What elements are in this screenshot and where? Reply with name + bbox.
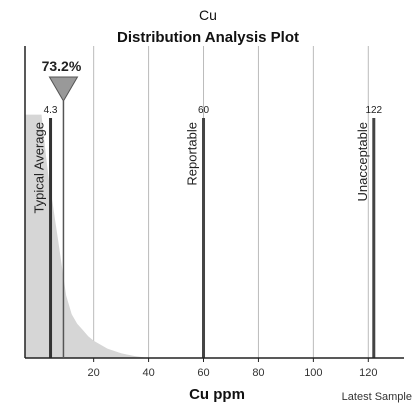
- threshold-markers: 4.3 Typical Average 60 Reportable 122 Unaccep…: [32, 105, 383, 358]
- latest-sample-label: Latest Sample: [342, 391, 412, 403]
- x-axis-ticks: 20 40 60 80 100 120: [88, 358, 377, 379]
- x-tick-label-60: 60: [197, 367, 209, 379]
- latest-sample-indicator: 73.2%: [42, 58, 82, 358]
- gridlines: [93, 46, 369, 358]
- distribution-area: [25, 114, 149, 358]
- typical-average-label: Typical Average: [32, 122, 47, 214]
- reportable-label: Reportable: [185, 122, 200, 186]
- x-tick-label-80: 80: [252, 367, 264, 379]
- x-axis-label: Cu ppm: [189, 386, 245, 403]
- x-tick-label-120: 120: [359, 367, 377, 379]
- chart-title: Distribution Analysis Plot: [117, 29, 299, 46]
- x-tick-label-20: 20: [88, 367, 100, 379]
- unacceptable-value: 122: [365, 105, 382, 116]
- typical-average-value: 4.3: [44, 105, 58, 116]
- latest-sample-percentile: 73.2%: [42, 58, 82, 74]
- latest-sample-pointer: [48, 76, 79, 102]
- x-tick-label-100: 100: [304, 367, 322, 379]
- x-tick-label-40: 40: [142, 367, 154, 379]
- reportable-value: 60: [198, 105, 210, 116]
- chart-element-title: Cu: [199, 7, 217, 23]
- unacceptable-label: Unacceptable: [355, 122, 370, 202]
